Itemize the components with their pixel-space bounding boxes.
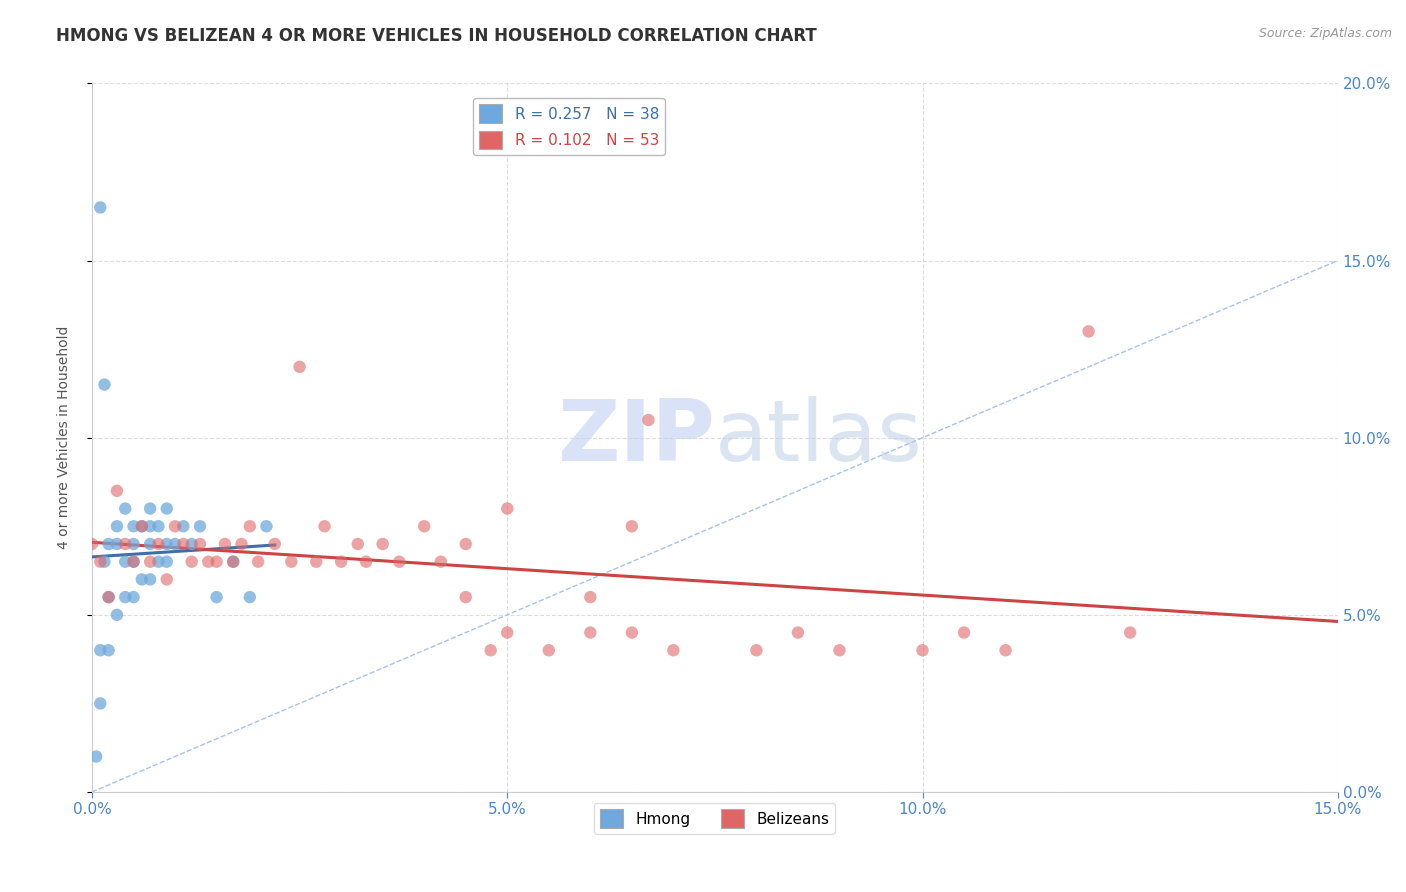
Point xyxy=(180,537,202,551)
Point xyxy=(828,643,851,657)
Point xyxy=(745,643,768,657)
Point xyxy=(231,537,253,551)
Point xyxy=(911,643,934,657)
Point xyxy=(662,643,685,657)
Text: Source: ZipAtlas.com: Source: ZipAtlas.com xyxy=(1258,27,1392,40)
Point xyxy=(205,555,228,569)
Point xyxy=(122,519,145,533)
Point xyxy=(172,537,194,551)
Point xyxy=(371,537,394,551)
Point xyxy=(222,555,245,569)
Point xyxy=(89,555,111,569)
Point xyxy=(637,413,659,427)
Point xyxy=(139,573,162,587)
Point xyxy=(247,555,270,569)
Point xyxy=(80,537,103,551)
Point xyxy=(787,625,810,640)
Point xyxy=(165,537,187,551)
Point xyxy=(330,555,353,569)
Point xyxy=(97,643,120,657)
Point xyxy=(188,519,211,533)
Point xyxy=(156,573,179,587)
Point xyxy=(114,555,136,569)
Point xyxy=(430,555,453,569)
Point xyxy=(156,501,179,516)
Point xyxy=(280,555,302,569)
Point xyxy=(239,519,262,533)
Point xyxy=(97,590,120,604)
Point xyxy=(479,643,502,657)
Legend: Hmong, Belizeans: Hmong, Belizeans xyxy=(595,803,835,834)
Point xyxy=(105,483,128,498)
Point xyxy=(172,519,194,533)
Point xyxy=(953,625,976,640)
Y-axis label: 4 or more Vehicles in Household: 4 or more Vehicles in Household xyxy=(58,326,72,549)
Point xyxy=(89,697,111,711)
Point xyxy=(579,590,602,604)
Point xyxy=(131,519,153,533)
Point xyxy=(205,590,228,604)
Point xyxy=(1077,325,1099,339)
Point xyxy=(188,537,211,551)
Point xyxy=(314,519,336,533)
Point xyxy=(148,537,170,551)
Text: atlas: atlas xyxy=(714,396,922,479)
Point xyxy=(139,519,162,533)
Point xyxy=(496,625,519,640)
Point xyxy=(122,590,145,604)
Point xyxy=(139,537,162,551)
Point xyxy=(84,749,107,764)
Point xyxy=(139,555,162,569)
Point xyxy=(131,519,153,533)
Point xyxy=(148,555,170,569)
Point xyxy=(413,519,436,533)
Point xyxy=(89,643,111,657)
Point xyxy=(114,501,136,516)
Point xyxy=(496,501,519,516)
Point xyxy=(139,501,162,516)
Point xyxy=(214,537,236,551)
Point xyxy=(156,555,179,569)
Text: ZIP: ZIP xyxy=(557,396,714,479)
Point xyxy=(254,519,277,533)
Point xyxy=(537,643,560,657)
Point xyxy=(93,377,115,392)
Point xyxy=(148,519,170,533)
Point xyxy=(354,555,377,569)
Point xyxy=(346,537,368,551)
Point xyxy=(114,590,136,604)
Point xyxy=(97,590,120,604)
Point xyxy=(122,537,145,551)
Point xyxy=(93,555,115,569)
Point xyxy=(114,537,136,551)
Point xyxy=(454,590,477,604)
Point xyxy=(579,625,602,640)
Point xyxy=(305,555,328,569)
Point xyxy=(388,555,411,569)
Point xyxy=(122,555,145,569)
Point xyxy=(105,607,128,622)
Point xyxy=(197,555,219,569)
Point xyxy=(165,519,187,533)
Point xyxy=(620,625,643,640)
Point xyxy=(454,537,477,551)
Point xyxy=(994,643,1017,657)
Point xyxy=(122,555,145,569)
Point xyxy=(156,537,179,551)
Point xyxy=(131,573,153,587)
Point xyxy=(105,537,128,551)
Point xyxy=(620,519,643,533)
Point xyxy=(239,590,262,604)
Point xyxy=(105,519,128,533)
Point xyxy=(288,359,311,374)
Point xyxy=(222,555,245,569)
Point xyxy=(1119,625,1142,640)
Point xyxy=(180,555,202,569)
Point xyxy=(97,537,120,551)
Point xyxy=(89,201,111,215)
Text: HMONG VS BELIZEAN 4 OR MORE VEHICLES IN HOUSEHOLD CORRELATION CHART: HMONG VS BELIZEAN 4 OR MORE VEHICLES IN … xyxy=(56,27,817,45)
Point xyxy=(263,537,285,551)
